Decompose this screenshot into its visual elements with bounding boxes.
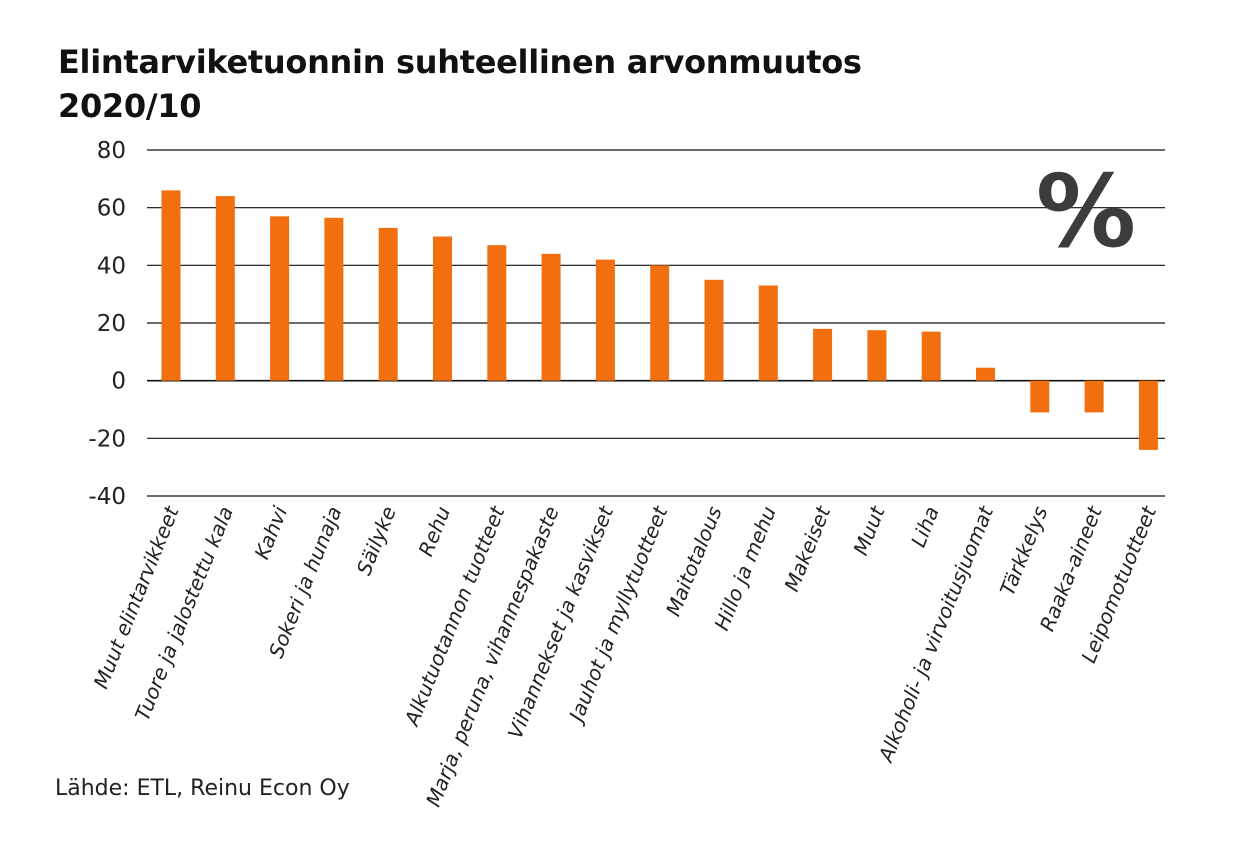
category-label: Muut — [848, 502, 890, 559]
bar — [378, 227, 398, 381]
bar — [324, 217, 344, 381]
y-tick-label: 60 — [97, 196, 126, 222]
y-tick-label: 20 — [97, 311, 126, 337]
y-axis-ticks: 80 60 40 20 0 -20 -40 — [88, 138, 126, 510]
bar — [813, 328, 833, 381]
y-tick-label: 80 — [97, 138, 126, 164]
chart-title-line-2: 2020/10 — [58, 87, 202, 125]
bar — [867, 330, 887, 381]
y-tick-label: -40 — [88, 484, 126, 510]
bar — [270, 216, 290, 381]
category-label: Jauhot ja myllytuotteet — [563, 502, 673, 728]
bar — [541, 253, 561, 381]
category-label: Rehu — [414, 503, 456, 560]
bars — [161, 190, 1158, 450]
bar — [215, 196, 235, 381]
bar — [161, 190, 181, 381]
bar — [758, 285, 778, 381]
bar — [650, 265, 670, 381]
category-label: Makeiset — [779, 502, 835, 595]
bar — [487, 245, 507, 381]
bar — [921, 331, 941, 381]
y-tick-label: -20 — [88, 426, 126, 452]
y-tick-label: 0 — [111, 369, 126, 395]
bar — [1084, 380, 1104, 413]
category-label: Alkoholi- ja virvoitusjuomat — [873, 502, 999, 767]
category-label: Säilyke — [352, 503, 401, 579]
bar — [595, 259, 615, 381]
bar — [1138, 380, 1158, 450]
category-label: Tärkkelys — [995, 503, 1052, 599]
category-label: Liha — [906, 503, 944, 551]
y-tick-label: 40 — [97, 253, 126, 279]
bar — [433, 236, 452, 381]
bar — [1030, 380, 1050, 413]
chart-title: Elintarviketuonnin suhteellinen arvonmuu… — [58, 40, 958, 128]
bar — [704, 279, 724, 381]
bar — [976, 367, 995, 381]
source-note: Lähde: ETL, Reinu Econ Oy — [55, 776, 350, 801]
category-label: Alkutuotannon tuotteet — [399, 502, 510, 731]
percent-unit-label: % — [1036, 153, 1136, 270]
chart-title-line-1: Elintarviketuonnin suhteellinen arvonmuu… — [58, 43, 862, 81]
category-label: Maitotalous — [661, 503, 727, 620]
category-label: Kahvi — [249, 502, 292, 562]
category-label: Tuore ja jalostettu kala — [130, 503, 238, 724]
